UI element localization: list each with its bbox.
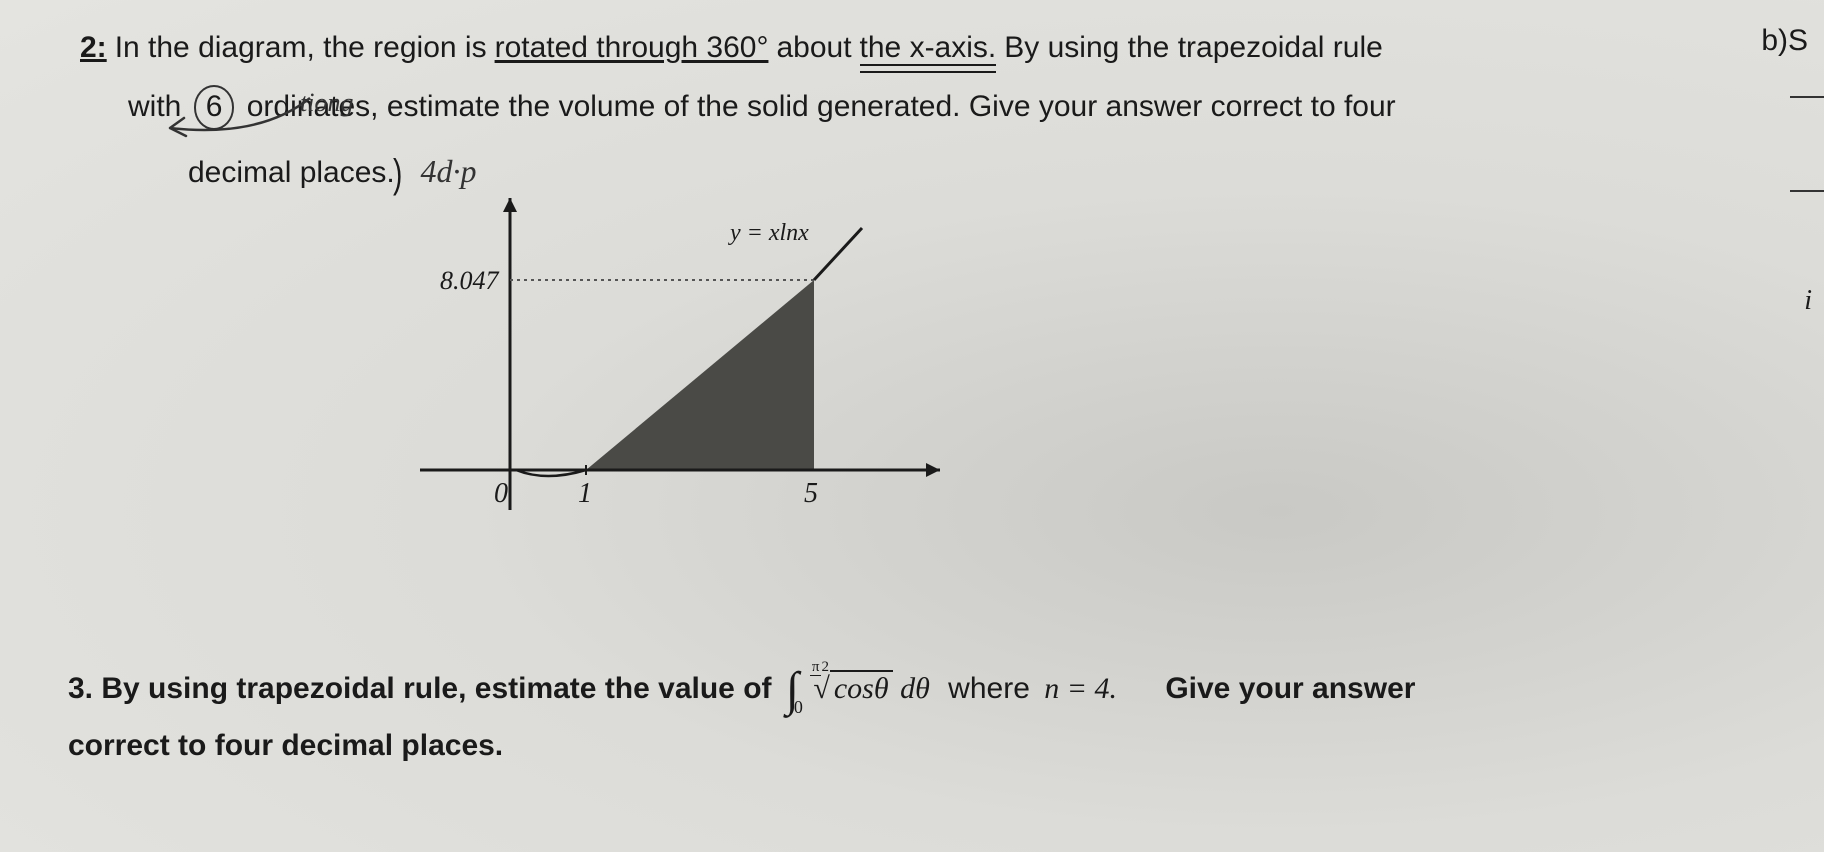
x-tick-5: 5 xyxy=(804,478,818,510)
curved-arrow-icon xyxy=(140,88,320,148)
x-tick-1: 1 xyxy=(578,478,592,510)
fragment-i: i xyxy=(1804,285,1812,317)
y-tick-8047: 8.047 xyxy=(440,266,499,296)
q2-text-b: about xyxy=(776,28,851,67)
q2-text-c: By using the trapezoidal rule xyxy=(1004,28,1383,67)
q2-rotated: rotated through 360° xyxy=(495,28,769,67)
q2-line2-text: ordinates, estimate the volume of the so… xyxy=(247,90,1396,123)
sqrt-icon: √ xyxy=(813,672,829,705)
int-upper-den: 2 xyxy=(821,659,829,675)
dtheta: dθ xyxy=(893,672,930,705)
fragment-bs: b)S xyxy=(1761,24,1808,58)
q2-xaxis: the x-axis. xyxy=(860,28,997,67)
chart: y = xlnx 8.047 0 1 5 xyxy=(400,180,1000,550)
question-3: 3. By using trapezoidal rule, estimate t… xyxy=(68,660,1764,774)
x-tick-0: 0 xyxy=(494,478,508,510)
q2-text-a: In the diagram, the region is xyxy=(115,28,487,67)
int-upper-num: π xyxy=(810,659,822,676)
page: 2: In the diagram, the region is rotated… xyxy=(0,0,1824,852)
fragment-line-1 xyxy=(1790,96,1824,98)
chart-svg xyxy=(400,180,1000,550)
q2-number: 2: xyxy=(80,28,107,67)
fragment-line-2 xyxy=(1790,190,1824,192)
q2-decimal-places: decimal places. xyxy=(188,156,395,189)
integral-icon: ∫ π2 0 xyxy=(786,666,799,714)
radicand: cosθ xyxy=(830,670,893,705)
q3-neq: n = 4. xyxy=(1044,672,1117,705)
q3-give: Give your answer xyxy=(1165,672,1415,705)
q3-prefix: 3. By using trapezoidal rule, estimate t… xyxy=(68,672,772,705)
curve-label: y = xlnx xyxy=(730,220,809,247)
q3-where: where xyxy=(948,672,1030,705)
int-lower: 0 xyxy=(794,698,803,716)
question-2: 2: In the diagram, the region is rotated… xyxy=(80,28,1784,200)
q2-line1: 2: In the diagram, the region is rotated… xyxy=(80,28,1784,67)
q3-line2: correct to four decimal places. xyxy=(68,729,503,762)
